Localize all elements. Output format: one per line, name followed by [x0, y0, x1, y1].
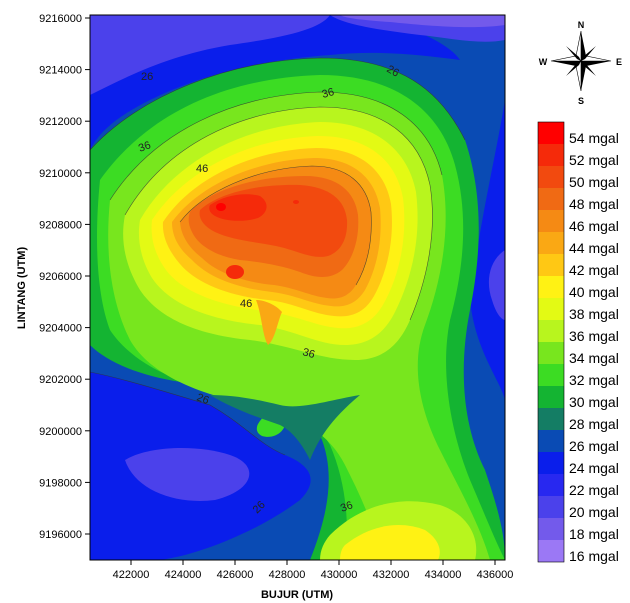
y-tick-label: 9196000: [39, 529, 82, 541]
legend-swatch: [538, 144, 564, 166]
legend-swatch: [538, 188, 564, 210]
legend-swatch: [538, 496, 564, 518]
legend-swatch: [538, 232, 564, 254]
x-tick-label: 434000: [425, 569, 462, 581]
legend-swatch: [538, 386, 564, 408]
y-tick-label: 9214000: [39, 65, 82, 77]
compass-rose-icon: N S E W: [539, 20, 622, 106]
contour-plot: 26 26 36 36 46 46 36 26 26 36: [90, 15, 505, 560]
band-south-west-22: [125, 448, 250, 501]
x-tick-label: 424000: [165, 569, 202, 581]
band-north-west-20: [90, 15, 330, 95]
legend-swatch: [538, 320, 564, 342]
legend-swatch: [538, 298, 564, 320]
legend-swatch: [538, 254, 564, 276]
compass-w: W: [539, 57, 548, 67]
x-tick-label: 430000: [321, 569, 358, 581]
legend-frame: [537, 121, 565, 563]
x-tick-label: 432000: [373, 569, 410, 581]
legend-label: 16 mgal: [569, 548, 619, 564]
legend-swatch: [538, 210, 564, 232]
band-center-channel: [210, 395, 360, 460]
contour-label: 36: [321, 86, 336, 101]
x-axis: 422000 424000 426000 428000 430000 432000 4340…: [113, 560, 514, 581]
legend-swatch: [538, 122, 564, 144]
y-tick-label: 9208000: [39, 219, 82, 231]
contour-label: 26: [141, 71, 153, 83]
x-tick-label: 428000: [269, 569, 306, 581]
legend-swatch: [538, 540, 564, 562]
legend-swatch: [538, 452, 564, 474]
contour-label-group: 26 26 36 36 46 46 36 26 26 36: [137, 63, 401, 516]
band-south-38: [340, 525, 440, 560]
legend-label: 18 mgal: [569, 526, 619, 542]
y-tick-label: 9212000: [39, 116, 82, 128]
legend-label: 50 mgal: [569, 174, 619, 190]
band-54: [216, 203, 226, 211]
contour-label: 46: [196, 163, 208, 175]
legend-label: 28 mgal: [569, 416, 619, 432]
compass-e: E: [616, 57, 622, 67]
x-tick-label: 426000: [217, 569, 254, 581]
plot-frame: [89, 14, 506, 561]
band-north-east-18: [340, 15, 505, 28]
legend-label: 36 mgal: [569, 328, 619, 344]
band-east-24: [470, 100, 505, 400]
x-tick-label: 436000: [477, 569, 514, 581]
contour-label: 46: [240, 298, 252, 310]
legend-swatch: [538, 166, 564, 188]
contour-label: 36: [301, 346, 316, 361]
legend-label: 54 mgal: [569, 130, 619, 146]
legend-label: 52 mgal: [569, 152, 619, 168]
legend-label: 46 mgal: [569, 218, 619, 234]
legend-label: 42 mgal: [569, 262, 619, 278]
legend-label: 32 mgal: [569, 372, 619, 388]
local-high-south: [226, 265, 244, 279]
legend-label: 22 mgal: [569, 482, 619, 498]
contour-lines: [90, 57, 466, 456]
legend-swatch: [538, 364, 564, 386]
compass-n: N: [578, 20, 585, 30]
y-axis: 9216000 9214000 9212000 9210000 9208000 92060…: [39, 13, 90, 541]
y-tick-label: 9204000: [39, 323, 82, 335]
legend-label: 40 mgal: [569, 284, 619, 300]
contour-label: 36: [339, 499, 355, 514]
legend-swatch: [538, 518, 564, 540]
legend-label: 20 mgal: [569, 504, 619, 520]
legend-swatch: [538, 342, 564, 364]
band-52: [209, 194, 267, 221]
x-axis-title: BUJUR (UTM): [261, 589, 333, 601]
y-tick-label: 9200000: [39, 426, 82, 438]
legend-label: 44 mgal: [569, 240, 619, 256]
local-high-east: [293, 200, 299, 204]
y-axis-title: LINTANG (UTM): [16, 247, 28, 330]
legend-swatch: [538, 474, 564, 496]
compass-s: S: [578, 96, 584, 106]
color-legend: 54 mgal 52 mgal 50 mgal 48 mgal 46 mgal 44 mg…: [537, 121, 619, 564]
y-tick-label: 9206000: [39, 271, 82, 283]
contour-label: 26: [195, 392, 211, 407]
legend-swatch: [538, 276, 564, 298]
band-east-20: [488, 250, 505, 320]
legend-label: 24 mgal: [569, 460, 619, 476]
y-tick-label: 9216000: [39, 13, 82, 25]
x-tick-label: 422000: [113, 569, 150, 581]
contour-label: 36: [137, 139, 153, 154]
legend-label: 34 mgal: [569, 350, 619, 366]
contour-label: 26: [385, 63, 402, 80]
legend-swatch: [538, 430, 564, 452]
legend-swatch: [538, 408, 564, 430]
legend-label: 38 mgal: [569, 306, 619, 322]
y-tick-label: 9198000: [39, 477, 82, 489]
legend-label: 26 mgal: [569, 438, 619, 454]
band-south-lobe: [256, 300, 282, 345]
y-tick-label: 9210000: [39, 168, 82, 180]
y-tick-label: 9202000: [39, 374, 82, 386]
legend-label: 48 mgal: [569, 196, 619, 212]
legend-label: 30 mgal: [569, 394, 619, 410]
